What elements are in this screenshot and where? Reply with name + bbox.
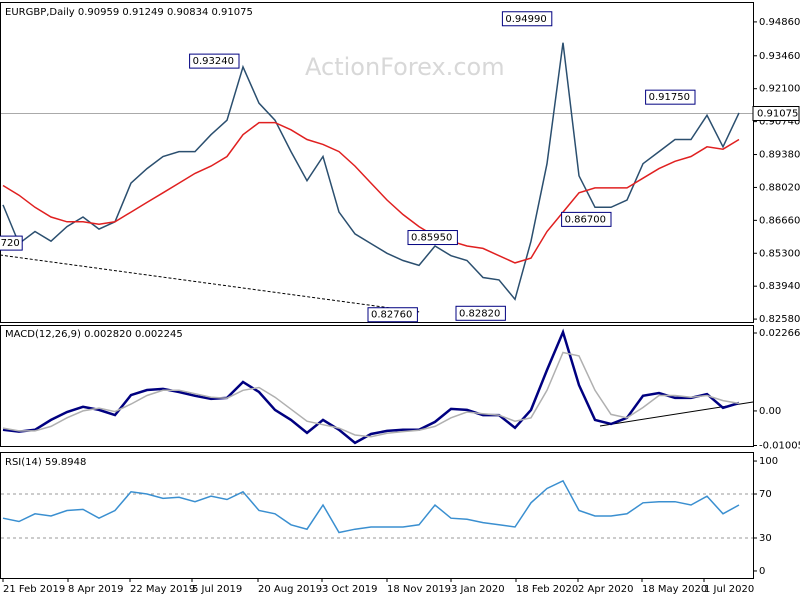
annotation-label: 0.91750 — [649, 92, 690, 103]
watermark: ActionForex.com — [305, 53, 505, 81]
x-tick-label: 5 Jul 2019 — [192, 584, 242, 595]
series-line — [2, 121, 740, 264]
trend-line — [0, 254, 421, 313]
y-tick-label: 70 — [759, 489, 772, 500]
annotation-box — [645, 89, 696, 105]
annotation-label: 0.82820 — [459, 308, 500, 319]
annotation-box — [367, 307, 418, 323]
y-tick-label: -0.010052 — [759, 440, 800, 451]
y-tick-label: 0.92100 — [759, 84, 800, 95]
y-tick-label: 0.022662 — [759, 328, 800, 339]
x-tick-label: 18 May 2020 — [642, 584, 707, 595]
y-tick-label: 0.93460 — [759, 51, 800, 62]
x-tick-label: 18 Feb 2020 — [516, 584, 578, 595]
panel-title: MACD(12,26,9) 0.002820 0.002245 — [5, 329, 183, 340]
x-tick-label: 18 Nov 2019 — [387, 584, 451, 595]
annotation-box — [189, 53, 240, 69]
rsi-frame — [0, 452, 754, 579]
annotation-box — [561, 211, 612, 227]
series-line — [2, 479, 740, 534]
annotation-box — [407, 230, 458, 246]
y-tick-label: 0.86660 — [759, 215, 800, 226]
y-tick-label: 0.88020 — [759, 182, 800, 193]
series-line — [2, 328, 740, 445]
macd-frame — [0, 325, 754, 447]
y-tick-label: 0.90740 — [759, 117, 800, 128]
panel-title: EURGBP,Daily 0.90959 0.91249 0.90834 0.9… — [5, 7, 253, 18]
y-tick-label: 0.94860 — [759, 17, 800, 28]
annotation-box — [455, 305, 506, 321]
x-tick-label: 3 Oct 2019 — [322, 584, 377, 595]
y-tick-label: 0.82580 — [759, 314, 800, 325]
series-line — [2, 42, 740, 301]
annotation-label: 0.94990 — [505, 14, 546, 25]
annotation-label: 0.85950 — [411, 233, 452, 244]
price-frame — [0, 2, 754, 323]
panel-title: RSI(14) 59.8948 — [5, 457, 86, 468]
annotation-box — [0, 235, 23, 251]
x-tick-label: 3 Jan 2020 — [451, 584, 505, 595]
x-tick-label: 2 Apr 2020 — [578, 584, 633, 595]
y-tick-label: 0.00 — [759, 406, 781, 417]
annotation-label: 0.86700 — [565, 214, 606, 225]
x-tick-label: 20 Aug 2019 — [258, 584, 322, 595]
x-tick-label: 1 Jul 2020 — [704, 584, 754, 595]
last-price-box — [752, 106, 800, 122]
y-tick-label: 30 — [759, 533, 772, 544]
y-tick-label: 0.89380 — [759, 150, 800, 161]
annotation-label: 0.82760 — [371, 310, 412, 321]
x-tick-label: 22 May 2019 — [130, 584, 195, 595]
annotation-box — [501, 11, 553, 27]
x-tick-label: 21 Feb 2019 — [3, 584, 65, 595]
x-tick-label: 8 Apr 2019 — [68, 584, 123, 595]
y-tick-label: 0.83940 — [759, 281, 800, 292]
y-tick-label: 0 — [759, 566, 765, 577]
y-tick-label: 0.85300 — [759, 248, 800, 259]
last-price-label: 0.91075 — [757, 109, 798, 120]
annotation-label: 0.93240 — [193, 56, 234, 67]
series-line — [2, 351, 740, 438]
annotation-label: 720 — [1, 238, 20, 249]
y-tick-label: 100 — [759, 456, 778, 467]
